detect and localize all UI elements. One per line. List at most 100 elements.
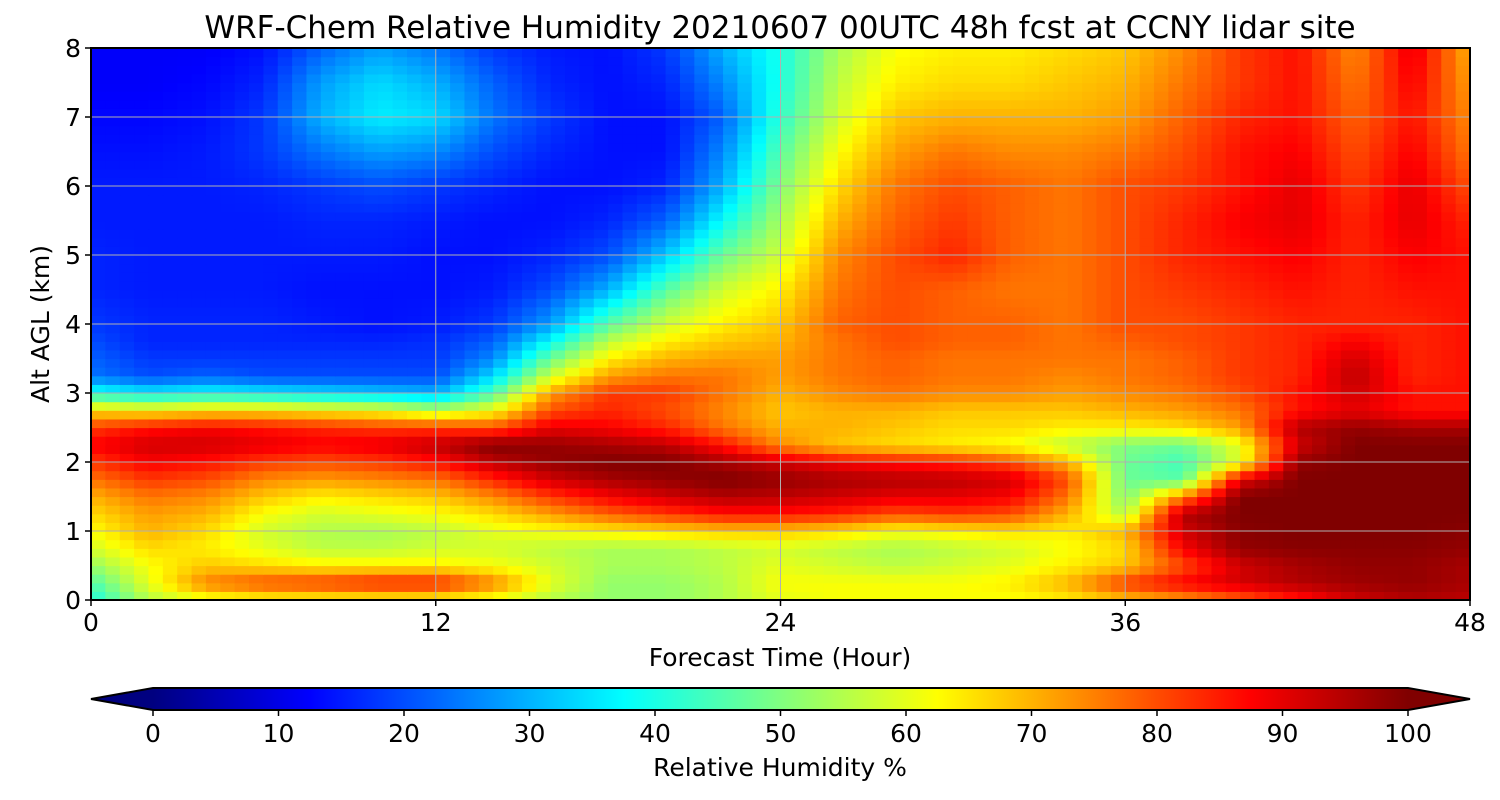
heatmap-cell <box>1441 375 1457 385</box>
heatmap-cell <box>234 306 250 316</box>
heatmap-cell <box>665 168 681 178</box>
heatmap-cell <box>148 418 164 429</box>
heatmap-cell <box>105 582 121 592</box>
heatmap-cell <box>421 341 437 351</box>
heatmap-cell <box>679 427 695 437</box>
heatmap-cell <box>1268 565 1284 575</box>
heatmap-cell <box>1369 177 1385 187</box>
heatmap-cell <box>1139 211 1155 222</box>
heatmap-cell <box>1283 582 1299 592</box>
heatmap-cell <box>134 591 150 600</box>
heatmap-cell <box>105 151 121 161</box>
heatmap-cell <box>1182 315 1198 325</box>
heatmap-cell <box>809 393 825 403</box>
heatmap-cell <box>924 496 940 506</box>
heatmap-cell <box>493 332 509 342</box>
heatmap-cell <box>320 418 336 429</box>
heatmap-cell <box>134 367 150 377</box>
heatmap-cell <box>766 418 782 429</box>
heatmap-cell <box>464 194 480 204</box>
heatmap-cell <box>263 358 279 368</box>
heatmap-cell <box>766 436 782 446</box>
heatmap-cell <box>924 255 940 265</box>
heatmap-cell <box>1398 177 1414 187</box>
heatmap-cell <box>493 462 509 472</box>
heatmap-cell <box>852 246 868 256</box>
heatmap-cell <box>780 298 796 308</box>
heatmap-cell <box>407 574 422 584</box>
heatmap-cell <box>1139 462 1155 472</box>
heatmap-cell <box>263 418 279 429</box>
heatmap-cell <box>1283 255 1299 265</box>
heatmap-cell <box>205 246 221 256</box>
heatmap-cell <box>1412 496 1428 506</box>
heatmap-cell <box>852 203 868 213</box>
heatmap-cell <box>995 332 1011 342</box>
heatmap-cell <box>766 280 782 291</box>
heatmap-cell <box>1225 375 1241 385</box>
heatmap-cell <box>1053 220 1069 230</box>
heatmap-cell <box>1240 427 1256 437</box>
heatmap-cell <box>1139 289 1155 299</box>
heatmap-cell <box>995 479 1011 489</box>
heatmap-cell <box>363 496 379 506</box>
heatmap-cell <box>938 289 954 299</box>
heatmap-cell <box>205 229 221 239</box>
heatmap-cell <box>823 384 839 394</box>
heatmap-cell <box>1340 427 1356 437</box>
heatmap-cell <box>967 280 983 291</box>
heatmap-cell <box>306 418 322 429</box>
heatmap-cell <box>1010 375 1026 385</box>
heatmap-cell <box>723 513 738 523</box>
heatmap-cell <box>177 496 193 506</box>
heatmap-cell <box>1240 229 1256 239</box>
heatmap-cell <box>435 410 451 420</box>
heatmap-cell <box>579 349 595 360</box>
heatmap-cell <box>995 186 1011 196</box>
heatmap-cell <box>895 229 911 239</box>
heatmap-cell <box>938 539 954 549</box>
heatmap-cell <box>378 505 394 515</box>
heatmap-cell <box>1455 177 1470 187</box>
heatmap-cell <box>1340 194 1356 204</box>
heatmap-cell <box>1441 220 1457 230</box>
heatmap-cell <box>191 211 207 222</box>
heatmap-cell <box>1096 470 1112 480</box>
heatmap-cell <box>1412 177 1428 187</box>
heatmap-cell <box>134 582 150 592</box>
heatmap-cell <box>349 237 365 247</box>
heatmap-cell <box>665 582 681 592</box>
heatmap-cell <box>952 358 968 368</box>
heatmap-cell <box>478 255 494 265</box>
heatmap-cell <box>1311 479 1327 489</box>
heatmap-cell <box>723 548 738 558</box>
heatmap-cell <box>1211 229 1227 239</box>
heatmap-cell <box>924 582 940 592</box>
heatmap-cell <box>1326 289 1342 299</box>
heatmap-cell <box>995 591 1011 600</box>
heatmap-cell <box>306 367 322 377</box>
heatmap-cell <box>1383 418 1399 429</box>
heatmap-cell <box>708 358 724 368</box>
heatmap-cell <box>1254 401 1270 411</box>
heatmap-cell <box>622 410 638 420</box>
heatmap-cell <box>1426 341 1442 351</box>
heatmap-cell <box>378 565 394 575</box>
heatmap-cell <box>119 548 135 558</box>
heatmap-cell <box>766 186 782 196</box>
heatmap-cell <box>421 306 437 316</box>
heatmap-cell <box>708 220 724 230</box>
heatmap-cell <box>1412 410 1428 420</box>
heatmap-cell <box>1340 220 1356 230</box>
heatmap-cell <box>794 289 810 299</box>
heatmap-cell <box>119 280 135 291</box>
heatmap-cell <box>536 229 552 239</box>
heatmap-cell <box>162 548 178 558</box>
heatmap-cell <box>292 574 308 584</box>
heatmap-cell <box>1125 505 1141 515</box>
heatmap-cell <box>723 375 738 385</box>
heatmap-cell <box>809 194 825 204</box>
heatmap-cell <box>737 522 753 532</box>
heatmap-cell <box>1053 306 1069 316</box>
heatmap-cell <box>1426 229 1442 239</box>
